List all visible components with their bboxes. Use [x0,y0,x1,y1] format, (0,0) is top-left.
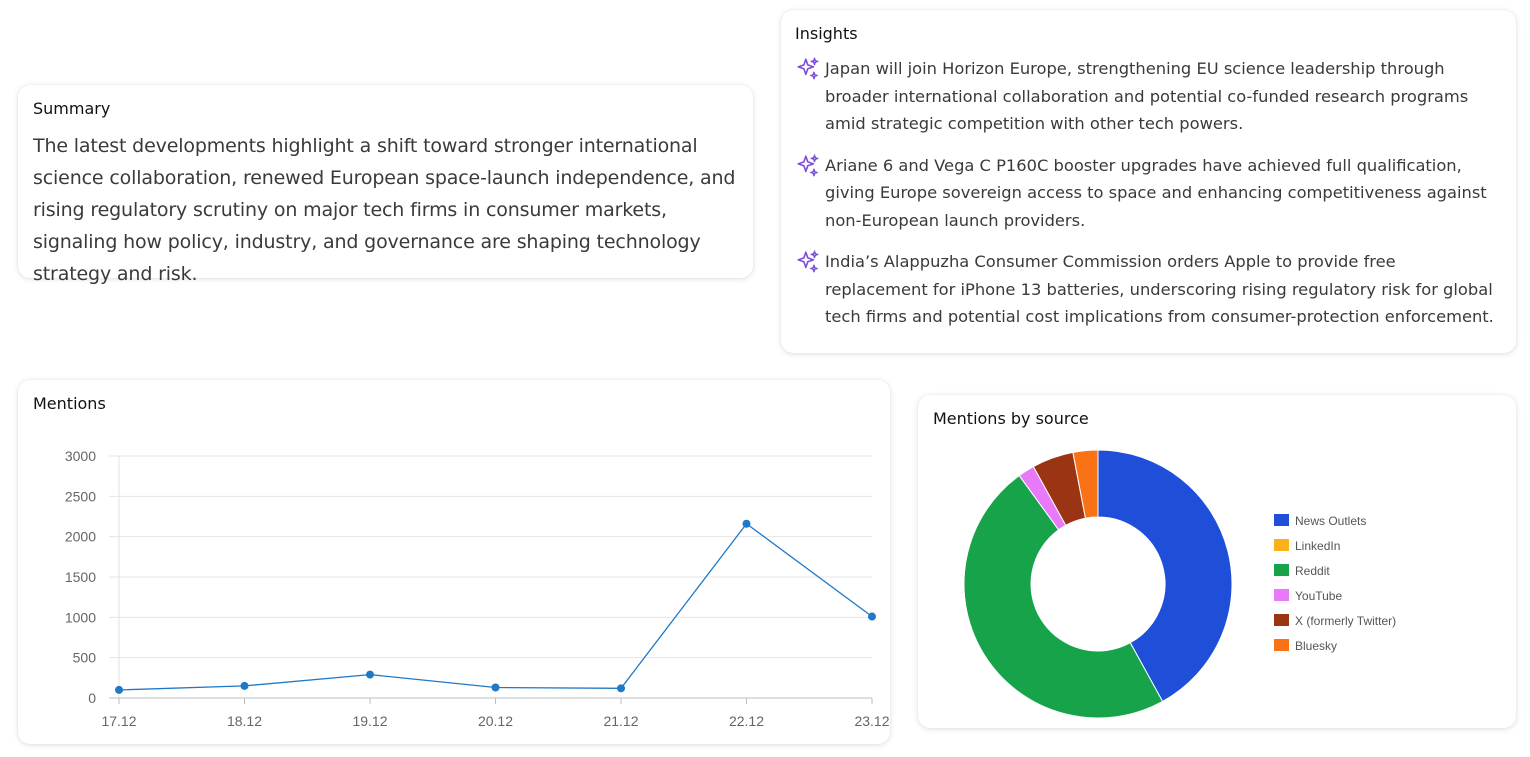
mentions-data-point[interactable] [491,683,500,692]
insight-item: India’s Alappuzha Consumer Commission or… [795,248,1502,331]
x-tick-label: 17.12 [101,713,136,729]
summary-card: Summary The latest developments highligh… [18,85,753,285]
x-tick-label: 21.12 [603,713,638,729]
sparkles-icon [797,57,819,80]
summary-text: The latest developments highlight a shif… [33,135,736,285]
y-tick-label: 1500 [65,569,96,585]
mentions-data-point[interactable] [617,684,625,693]
insights-title: Insights [795,24,858,43]
legend-label: X (formerly Twitter) [1295,614,1396,628]
insight-text: Japan will join Horizon Europe, strength… [825,59,1469,133]
insight-item: Japan will join Horizon Europe, strength… [795,55,1502,138]
y-tick-label: 500 [73,650,97,666]
legend-swatch [1274,614,1289,626]
y-tick-label: 1000 [65,609,96,625]
legend-label: News Outlets [1295,514,1366,528]
legend-label: YouTube [1295,589,1342,603]
mentions-by-source-title: Mentions by source [933,409,1089,428]
summary-title: Summary [33,99,111,118]
donut-slice[interactable] [963,474,1164,719]
x-tick-label: 19.12 [352,713,387,729]
x-tick-label: 22.12 [729,713,764,729]
x-tick-label: 23.12 [854,713,889,729]
mentions-by-source-donut-chart: News Outlets LinkedIn Reddit YouTube X (form… [963,449,1396,719]
insight-item: Ariane 6 and Vega C P160C booster upgrad… [795,152,1502,235]
mentions-series-line [118,522,873,691]
mentions-data-point[interactable] [742,519,751,528]
sparkles-icon [797,250,819,273]
legend-swatch [1274,639,1289,651]
legend-label: Bluesky [1295,639,1337,653]
donut-slice[interactable] [1097,449,1233,703]
y-tick-label: 2000 [65,529,96,545]
y-tick-label: 2500 [65,488,96,504]
insights-card: Insights Japan will join Horizon Europe,… [781,10,1516,353]
legend-swatch [1274,564,1289,576]
mentions-card: Mentions 0 500 1000 1500 2000 2500 3000 17.12 18… [18,380,890,744]
insight-list: Japan will join Horizon Europe, strength… [795,55,1502,331]
legend-swatch [1274,539,1289,551]
mentions-data-point[interactable] [240,681,249,690]
x-tick-label: 18.12 [227,713,262,729]
mentions-title: Mentions [33,394,106,413]
insight-text: India’s Alappuzha Consumer Commission or… [825,252,1494,326]
donut-slice[interactable] [1072,449,1099,519]
legend-label: Reddit [1295,564,1330,578]
mentions-data-point[interactable] [366,670,374,679]
legend-label: LinkedIn [1295,539,1340,553]
mentions-by-source-card: Mentions by source News Outlets LinkedIn R… [918,395,1516,728]
mentions-data-point[interactable] [868,612,876,621]
sparkles-icon [797,153,819,176]
y-tick-label: 3000 [65,448,96,464]
legend-swatch [1274,589,1289,601]
mentions-line-chart: 0 500 1000 1500 2000 2500 3000 17.12 18.12 19.12 2… [65,448,890,729]
mentions-data-point[interactable] [115,685,123,694]
legend-swatch [1274,514,1289,526]
insight-text: Ariane 6 and Vega C P160C booster upgrad… [825,155,1487,230]
x-tick-label: 20.12 [478,713,513,729]
y-tick-label: 0 [88,690,96,706]
